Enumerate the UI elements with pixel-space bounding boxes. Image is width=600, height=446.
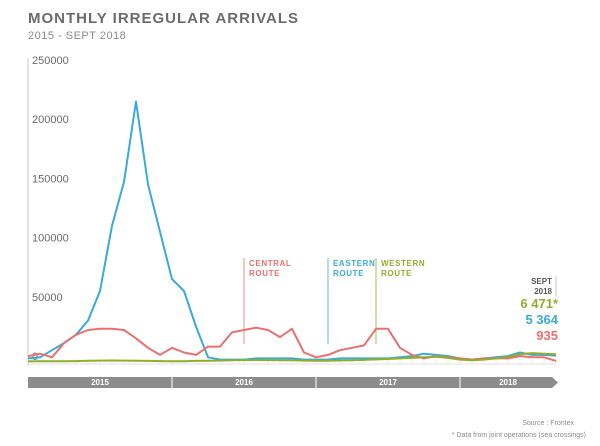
y-tick-label: 250000	[32, 55, 69, 67]
route-label: ROUTE	[333, 269, 364, 278]
year-label: 2018	[499, 378, 517, 387]
latest-value: 6 471*	[520, 296, 559, 311]
latest-label: SEPT	[531, 277, 552, 286]
route-label: EASTERN	[333, 259, 375, 268]
footnote: * Data from joint operations (sea crossi…	[451, 432, 586, 439]
y-tick-label: 100000	[32, 233, 69, 245]
route-label: CENTRAL	[249, 259, 291, 268]
timeline-bar	[28, 377, 558, 388]
series-line-western	[27, 352, 557, 363]
y-tick-label: 50000	[32, 292, 63, 304]
route-label: ROUTE	[249, 269, 280, 278]
y-tick-label: 150000	[32, 173, 69, 185]
latest-value: 5 364	[525, 312, 558, 327]
chart-title: MONTHLY IRREGULAR ARRIVALS	[28, 10, 300, 27]
latest-value: 935	[536, 328, 558, 343]
route-label: WESTERN	[381, 259, 425, 268]
source-note: Source : Frontex	[522, 420, 574, 427]
latest-label: 2018	[534, 287, 552, 296]
year-label: 2017	[379, 378, 397, 387]
year-label: 2015	[91, 378, 109, 387]
y-tick-label: 200000	[32, 114, 69, 126]
series-line-eastern	[27, 100, 557, 361]
route-label: ROUTE	[381, 269, 412, 278]
year-label: 2016	[235, 378, 253, 387]
chart-subtitle: 2015 - SEPT 2018	[28, 30, 127, 42]
series-line-central	[27, 326, 557, 362]
